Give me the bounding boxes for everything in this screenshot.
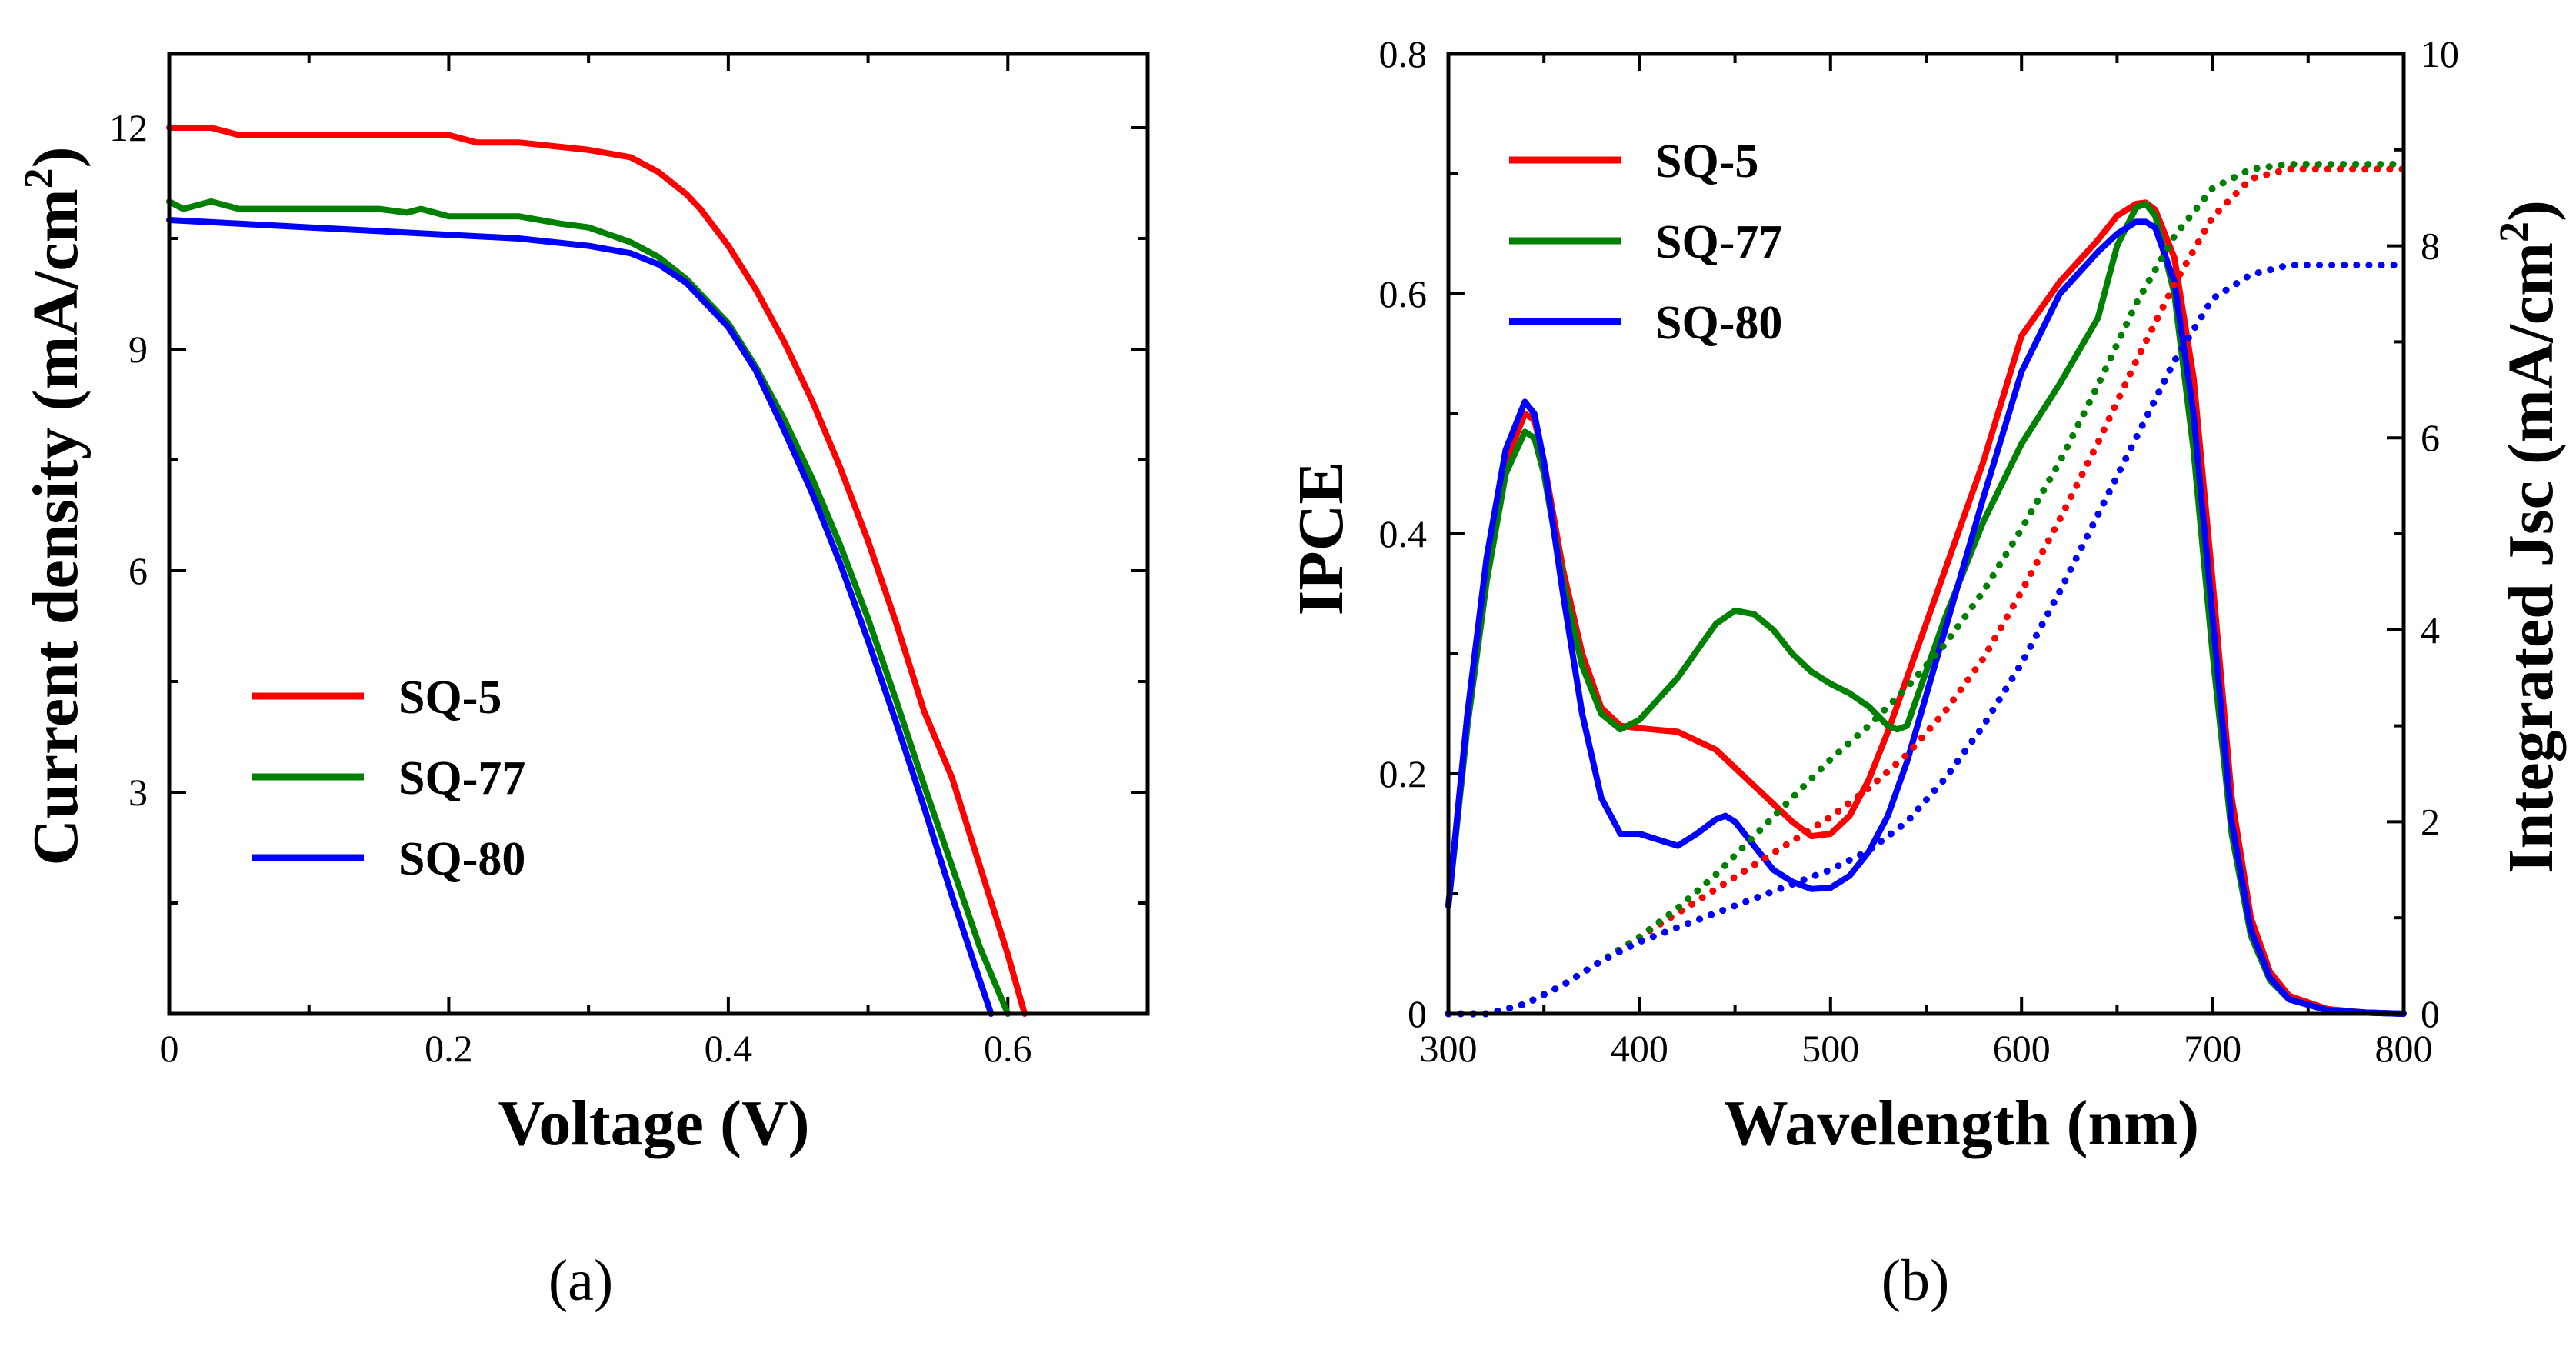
panel-a-tick-labels: 0 0.2 0.4 0.6 3 6 9 12 — [109, 106, 1032, 1070]
series-line-sq-80 — [166, 217, 995, 1017]
series-line-sq-77 — [1445, 201, 2407, 1017]
series-line-sq-77-integrated-jsc — [1445, 161, 2408, 1018]
x-tick-label: 500 — [1801, 1027, 1859, 1070]
series-line-sq-5-integrated-jsc — [1445, 165, 2408, 1018]
y-tick-label: 0.8 — [1379, 32, 1428, 75]
x-tick-label: 0.2 — [425, 1027, 473, 1070]
x-tick-label: 600 — [1993, 1027, 2051, 1070]
y-tick-label: 0.4 — [1379, 512, 1428, 555]
panel-a-y-axis-title-main: Current density (mA/cm — [20, 188, 92, 865]
panel-a-y-axis-title-sup: 2 — [15, 168, 62, 188]
panel-b-right-y-axis-title-tail: ) — [2495, 200, 2567, 222]
y-right-tick-label: 8 — [2421, 225, 2440, 268]
y-tick-label: 0.2 — [1379, 752, 1428, 795]
caption-a: (a) — [548, 1248, 613, 1313]
y-tick-label: 6 — [128, 549, 148, 592]
x-tick-label: 0 — [160, 1027, 179, 1070]
legend-label-sq-5: SQ-5 — [1655, 135, 1758, 188]
panel-b-frame — [1446, 52, 2406, 1016]
x-tick-label: 0.6 — [984, 1027, 1032, 1070]
y-right-tick-label: 10 — [2421, 32, 2459, 75]
legend-label-sq-80: SQ-80 — [398, 833, 525, 885]
panel-b-right-y-axis-title-main: Integrated Jsc (mA/cm — [2495, 242, 2567, 874]
series-line-sq-77 — [166, 198, 1011, 1017]
panel-a-y-axis-title: Current density (mA/cm2) — [15, 146, 92, 865]
panel-a-series — [166, 125, 1028, 1017]
series-line-sq-5 — [166, 125, 1028, 1017]
x-tick-label: 400 — [1611, 1027, 1668, 1070]
panel-a-x-axis-title: Voltage (V) — [498, 1088, 809, 1159]
y-right-tick-label: 2 — [2421, 800, 2440, 843]
panel-b-series — [1445, 161, 2408, 1018]
panel-b-legend: SQ-5 SQ-77 SQ-80 — [1509, 135, 1782, 349]
panel-a-y-axis-title-tail: ) — [20, 146, 92, 168]
y-right-tick-label: 0 — [2421, 992, 2440, 1035]
legend-label-sq-77: SQ-77 — [1655, 216, 1782, 268]
legend-label-sq-5: SQ-5 — [398, 671, 502, 724]
series-line-sq-80-integrated-jsc — [1445, 262, 2408, 1018]
panel-b-x-axis-title: Wavelength (nm) — [1724, 1088, 2199, 1159]
series-line-sq-80 — [1445, 218, 2407, 1017]
x-tick-label: 700 — [2184, 1027, 2241, 1070]
panel-a-ticks — [168, 54, 1149, 1015]
panel-b-y-axis-title: IPCE — [1285, 461, 1357, 616]
panel-b-right-y-axis-title-sup: 2 — [2491, 222, 2537, 242]
panel-a-chart: 0 0.2 0.4 0.6 3 6 9 12 Voltage (V) Current dens… — [15, 52, 1150, 1313]
x-tick-label: 0.4 — [705, 1027, 753, 1070]
y-tick-label: 12 — [109, 106, 148, 149]
x-tick-label: 300 — [1420, 1027, 1478, 1070]
y-tick-label: 3 — [128, 771, 148, 814]
y-tick-label: 9 — [128, 328, 148, 371]
y-tick-label: 0.6 — [1379, 272, 1428, 315]
panel-a-frame — [167, 52, 1150, 1016]
legend-label-sq-77: SQ-77 — [398, 752, 525, 805]
panel-b-right-y-axis-title: Integrated Jsc (mA/cm2) — [2491, 200, 2567, 874]
y-right-tick-label: 6 — [2421, 416, 2440, 459]
x-tick-label: 800 — [2375, 1027, 2433, 1070]
legend-label-sq-80: SQ-80 — [1655, 297, 1782, 349]
panel-b-ticks — [1447, 52, 2405, 1015]
y-tick-label: 0 — [1408, 992, 1427, 1035]
caption-b: (b) — [1881, 1248, 1950, 1313]
y-right-tick-label: 4 — [2421, 608, 2440, 651]
panel-a-legend: SQ-5 SQ-77 SQ-80 — [252, 671, 525, 885]
